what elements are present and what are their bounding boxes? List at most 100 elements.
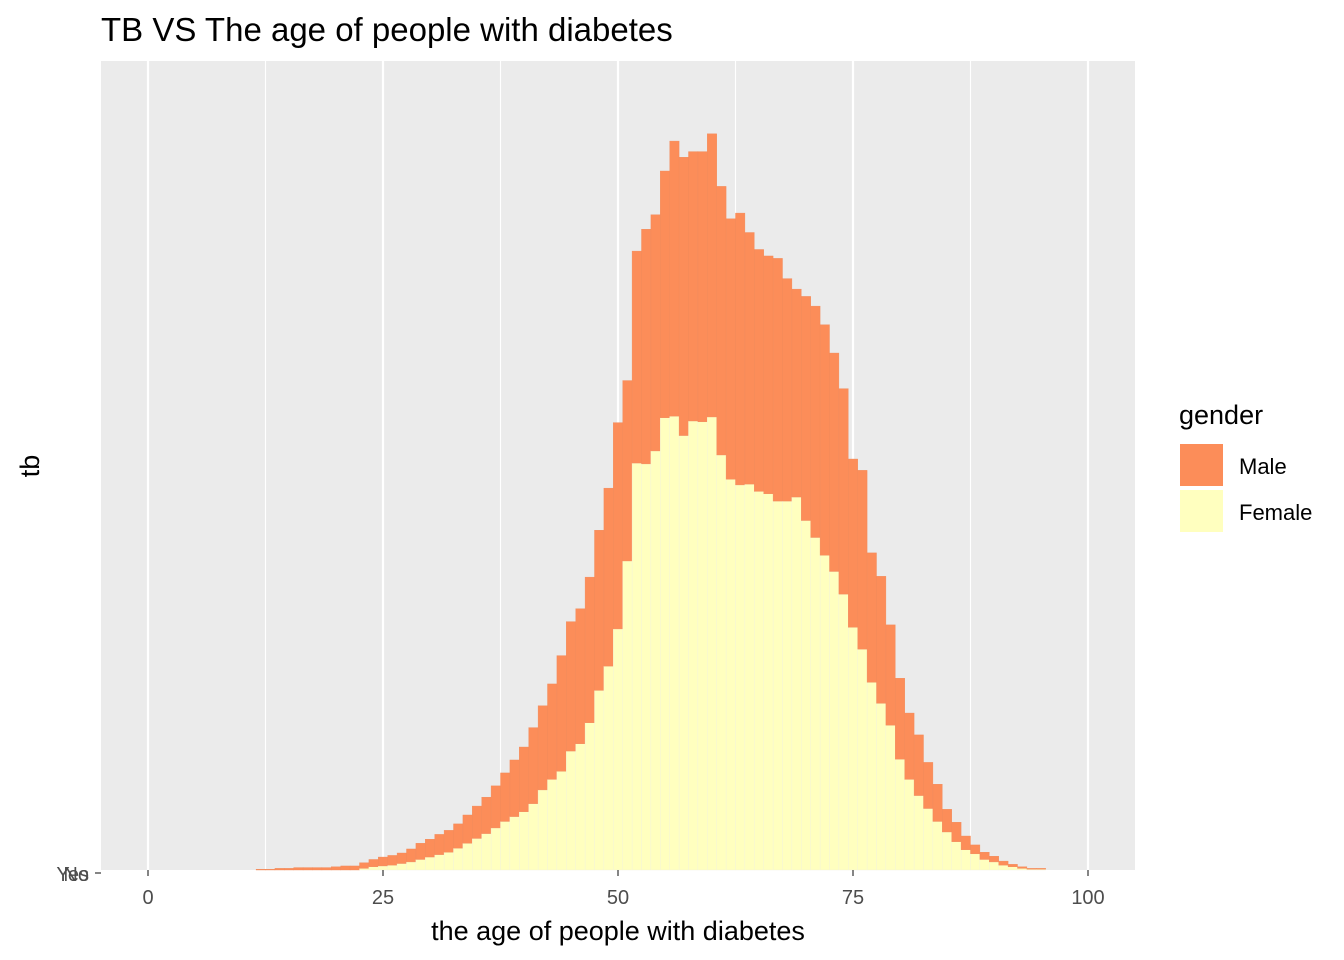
bar-male — [1026, 868, 1037, 870]
bar-male — [1017, 866, 1028, 869]
bar-male — [904, 712, 915, 780]
bar-male — [1036, 868, 1046, 870]
bar-male — [735, 212, 746, 486]
bar-male — [613, 422, 623, 630]
bar-male — [603, 487, 614, 667]
bar-female — [566, 750, 576, 871]
bar-male — [509, 759, 520, 817]
bar-male — [293, 867, 304, 871]
bar-female — [1007, 866, 1018, 871]
bar-male — [707, 133, 717, 418]
bar-female — [904, 779, 915, 871]
bar-male — [490, 785, 501, 829]
bar-female — [641, 463, 652, 871]
y-tick-label: No — [63, 864, 89, 886]
bar-female — [660, 417, 670, 871]
bar-female — [378, 865, 388, 871]
bar-male — [725, 218, 736, 480]
bar-male — [584, 576, 595, 723]
x-axis-title: the age of people with diabetes — [431, 916, 805, 946]
bar-female — [603, 665, 614, 871]
bar-female — [716, 454, 727, 871]
bar-female — [509, 816, 520, 871]
bar-male — [857, 470, 868, 650]
bar-male — [462, 814, 473, 844]
bar-male — [556, 655, 567, 772]
bar-female — [547, 779, 558, 871]
bar-female — [754, 491, 764, 871]
bar-female — [584, 722, 595, 871]
bar-female — [989, 861, 999, 871]
bar-male — [801, 296, 811, 521]
bar-female — [782, 500, 793, 871]
bar-female — [829, 571, 840, 871]
bar-female — [857, 648, 868, 871]
bar-female — [838, 593, 849, 871]
bar-male — [255, 868, 266, 871]
bar-male — [302, 867, 313, 871]
bar-female — [613, 628, 623, 871]
bar-male — [838, 388, 849, 595]
bar-male — [688, 151, 699, 422]
bar-male — [443, 830, 454, 853]
bar-male — [876, 576, 887, 704]
bar-male — [415, 843, 426, 860]
bar-female — [669, 415, 680, 871]
bar-female — [735, 484, 746, 871]
bar-female — [453, 847, 464, 871]
chart-title: TB VS The age of people with diabetes — [101, 11, 673, 48]
bar-male — [848, 458, 858, 628]
bar-female — [406, 861, 417, 871]
bar-male — [895, 678, 905, 760]
bar-male — [754, 249, 764, 492]
x-tick-label: 0 — [142, 887, 153, 909]
bar-male — [434, 834, 445, 855]
bar-female — [556, 771, 567, 871]
bar-female — [744, 483, 755, 871]
bar-female — [885, 724, 896, 871]
bar-female — [998, 864, 1009, 871]
bar-female — [1017, 868, 1028, 871]
bar-female — [387, 864, 398, 871]
bar-female — [415, 859, 426, 871]
bar-male — [406, 848, 417, 863]
bar-male — [782, 278, 793, 502]
bar-female — [819, 555, 830, 871]
bar-female — [359, 868, 370, 871]
bar-female — [622, 560, 633, 871]
bar-male — [547, 683, 558, 780]
bar-male — [472, 805, 482, 839]
bar-male — [481, 796, 492, 834]
legend-key-female — [1180, 490, 1223, 532]
bar-male — [519, 746, 529, 812]
bar-male — [979, 852, 990, 860]
bar-female — [594, 690, 605, 871]
bar-female — [481, 833, 492, 871]
bar-male — [622, 380, 633, 562]
bar-female — [688, 420, 699, 871]
bar-male — [650, 214, 661, 452]
bar-female — [801, 520, 811, 871]
bar-male — [274, 868, 285, 871]
bar-male — [575, 608, 586, 744]
bar-male — [312, 867, 323, 871]
bar-female — [368, 866, 379, 871]
bar-female — [866, 682, 877, 871]
bar-female — [772, 500, 783, 871]
bar-male — [885, 624, 896, 726]
bar-male — [331, 866, 341, 871]
bar-female — [537, 789, 548, 871]
bar-male — [1007, 864, 1018, 867]
y-axis-title: tb — [15, 455, 45, 478]
bar-male — [791, 288, 802, 498]
bar-male — [970, 844, 981, 855]
bar-male — [284, 868, 294, 871]
bar-male — [923, 762, 934, 809]
bar-female — [650, 450, 661, 871]
bar-female — [631, 462, 642, 871]
bar-female — [763, 493, 774, 871]
bar-male — [960, 835, 971, 850]
bar-female — [848, 627, 858, 871]
bar-male — [340, 865, 351, 871]
bar-male — [810, 305, 821, 538]
